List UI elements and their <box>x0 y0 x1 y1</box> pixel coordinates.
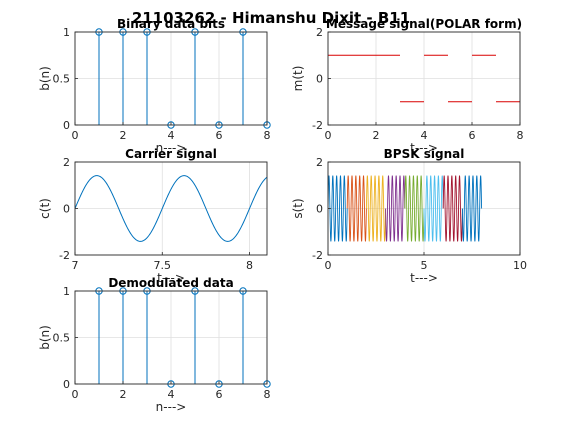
x-tick-label: 6 <box>469 129 476 142</box>
bpsk-bit-segment <box>423 175 444 242</box>
x-tick-label: 0 <box>72 129 79 142</box>
y-tick-label: -2 <box>312 119 323 132</box>
y-tick-label: -2 <box>59 249 70 262</box>
bpsk-bit-segment <box>346 175 367 242</box>
x-tick-label: 2 <box>120 129 127 142</box>
chart-carrier: 7 7.5 8 -2 0 2 Carrier signal t---> c(t) <box>38 147 268 285</box>
x-tick-label: 4 <box>168 129 175 142</box>
x-tick-label: 0 <box>325 129 332 142</box>
x-tick-label: 0 <box>72 388 79 401</box>
x-tick-label: 8 <box>246 259 253 272</box>
y-axis-label: c(t) <box>38 198 52 219</box>
bpsk-bit-segment <box>404 175 425 242</box>
bpsk-bit-segment <box>365 175 387 242</box>
plot-area <box>328 175 483 242</box>
y-tick-label: 0.5 <box>53 332 71 345</box>
x-tick-label: 2 <box>373 129 380 142</box>
chart-title: BPSK signal <box>384 147 465 161</box>
chart-demod: 0 2 4 6 8 0 0.5 1 Demodulated data n---> b(n) <box>38 276 271 414</box>
x-tick-label: 2 <box>120 388 127 401</box>
y-tick-label: 0 <box>63 378 70 391</box>
x-tick-label: 0 <box>325 259 332 272</box>
y-tick-label: 1 <box>63 26 70 39</box>
x-tick-label: 7.5 <box>154 259 172 272</box>
carrier-curve <box>75 175 267 242</box>
x-axis-label: n---> <box>156 141 187 155</box>
chart-title: Carrier signal <box>125 147 217 161</box>
y-tick-label: 0 <box>63 203 70 216</box>
x-tick-label: 7 <box>72 259 79 272</box>
plot-area <box>75 175 267 242</box>
x-tick-label: 6 <box>216 129 223 142</box>
plot-area <box>328 54 520 103</box>
figure-suptitle: 21103262 - Himanshu Dixit - B11 <box>132 9 410 27</box>
y-tick-label: 0 <box>63 119 70 132</box>
y-tick-label: 2 <box>63 156 70 169</box>
y-axis-label: b(n) <box>38 325 52 350</box>
subplots: 0 2 4 6 8 0 0.5 1 Binary data bits n---> b(n) 0 2 4 6 8… <box>38 17 527 414</box>
chart-title: Demodulated data <box>108 276 233 290</box>
chart-binary: 0 2 4 6 8 0 0.5 1 Binary data bits n---> b(n) <box>38 17 271 155</box>
y-tick-label: 2 <box>316 26 323 39</box>
x-tick-label: 8 <box>517 129 524 142</box>
chart-title: Binary data bits <box>117 17 225 31</box>
x-tick-label: 4 <box>421 129 428 142</box>
bpsk-bit-segment <box>385 175 406 242</box>
x-tick-label: 8 <box>264 388 271 401</box>
y-tick-label: -2 <box>312 249 323 262</box>
x-tick-label: 5 <box>421 259 428 272</box>
y-tick-label: 0.5 <box>53 73 71 86</box>
bpsk-bit-segment <box>461 175 483 242</box>
x-tick-label: 8 <box>264 129 271 142</box>
x-tick-label: 6 <box>216 388 223 401</box>
chart-title: Message signal(POLAR form) <box>326 17 522 31</box>
y-tick-label: 2 <box>316 156 323 169</box>
x-axis-label: t---> <box>410 271 438 285</box>
y-tick-label: 0 <box>316 73 323 86</box>
x-axis-label: t---> <box>157 271 185 285</box>
bpsk-bit-segment <box>442 175 463 242</box>
x-axis-label: t---> <box>410 141 438 155</box>
x-axis-label: n---> <box>156 400 187 414</box>
x-tick-label: 10 <box>513 259 527 272</box>
y-tick-label: 0 <box>316 203 323 216</box>
x-tick-label: 4 <box>168 388 175 401</box>
y-axis-label: b(n) <box>38 66 52 91</box>
y-axis-label: m(t) <box>291 66 305 92</box>
y-tick-label: 1 <box>63 285 70 298</box>
y-axis-label: s(t) <box>291 198 305 218</box>
bpsk-bit-segment <box>328 175 348 242</box>
